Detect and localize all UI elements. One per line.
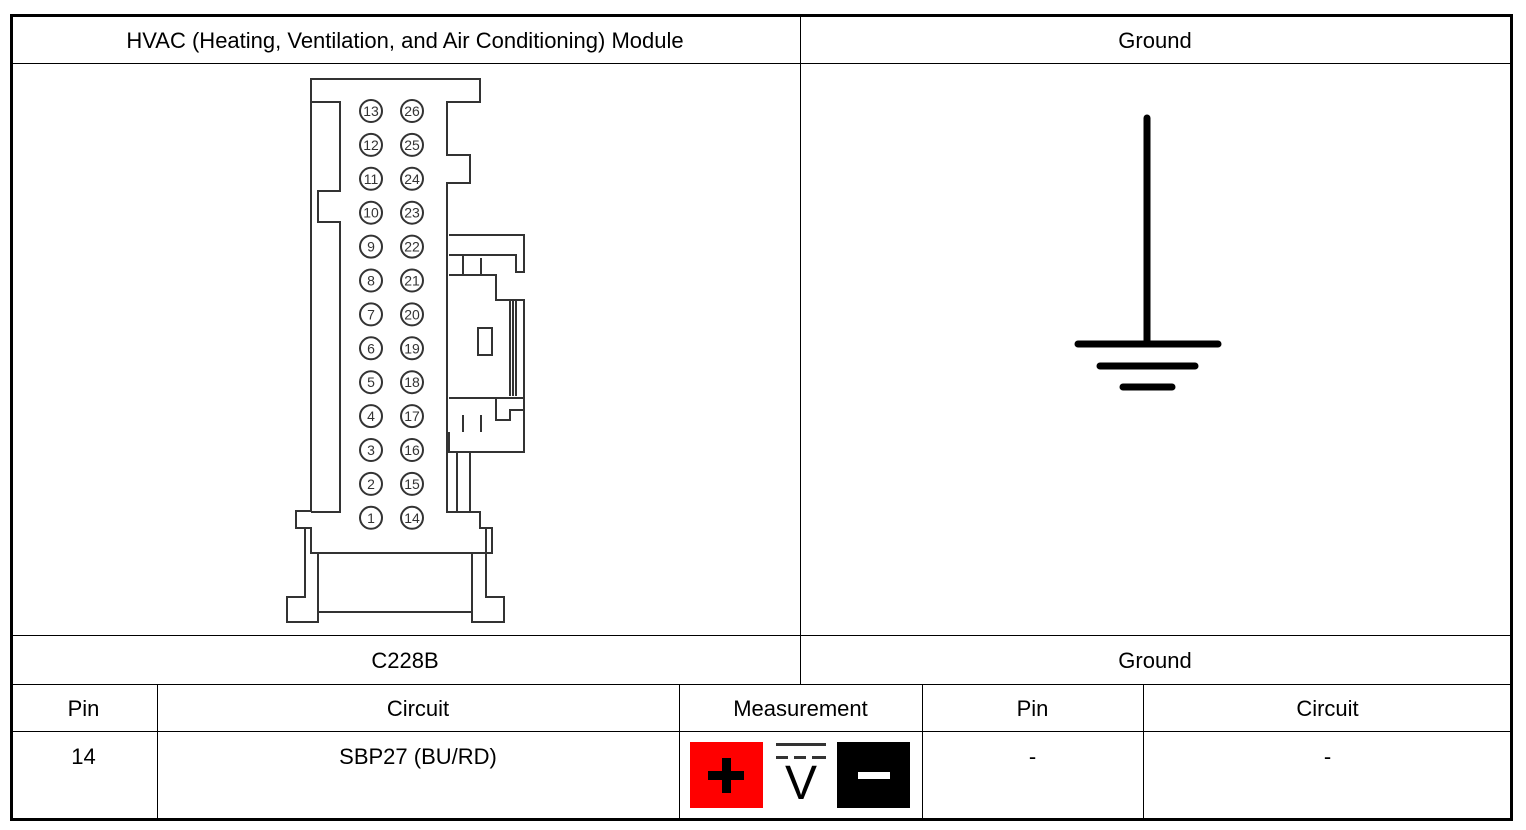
pin-3 (359, 438, 383, 462)
divider (800, 14, 801, 684)
pin-25 (400, 132, 424, 157)
col-header-ground-circuit: Circuit (1296, 696, 1359, 721)
connector-id: C228B (371, 648, 439, 673)
row-ground-pin: - (1028, 744, 1037, 769)
pin-8 (359, 268, 383, 293)
pin-label: 15 (404, 476, 420, 492)
divider (10, 635, 1512, 636)
pin-label: 13 (363, 103, 379, 119)
pin-6 (359, 336, 383, 361)
pin-label: 2 (367, 476, 375, 492)
pin-label: 18 (404, 374, 420, 390)
pin-16 (400, 438, 424, 462)
pin-19 (400, 336, 424, 361)
pin-12 (359, 132, 383, 157)
divider (157, 684, 158, 818)
pin-13 (359, 99, 383, 123)
row-ground-circuit: - (1323, 744, 1332, 769)
row-pin: 14 (71, 744, 96, 769)
ground-symbol (1074, 114, 1222, 391)
pin-26 (400, 99, 424, 123)
pin-label: 5 (367, 374, 375, 390)
pin-label: 3 (367, 442, 375, 458)
connector-legs (286, 528, 505, 623)
pin-11 (359, 166, 383, 191)
dc-voltage-icon: V (772, 742, 828, 810)
ground-label: Ground (1118, 648, 1192, 673)
divider (922, 684, 923, 818)
pin-label: 26 (404, 103, 420, 119)
pin-15 (400, 471, 424, 496)
pin-label: 24 (404, 171, 420, 187)
pin-24 (400, 166, 424, 191)
col-header-circuit: Circuit (386, 696, 450, 721)
pin-14 (400, 505, 424, 530)
col-header-pin: Pin (67, 696, 100, 721)
module-title: HVAC (Heating, Ventilation, and Air Cond… (126, 28, 684, 53)
positive-probe-icon (690, 742, 763, 808)
outer-border (10, 14, 1513, 821)
pin-label: 1 (367, 510, 375, 526)
pin-label: 12 (363, 137, 379, 153)
negative-probe-icon (837, 742, 910, 808)
col-header-measurement: Measurement (733, 696, 868, 721)
divider (1143, 684, 1144, 818)
connector-diagram: 1312111098765432126252423222120191817161… (286, 78, 525, 623)
pin-1 (359, 505, 383, 530)
pin-label: 25 (404, 137, 420, 153)
row-circuit: SBP27 (BU/RD) (339, 744, 497, 769)
pin-label: 21 (404, 273, 420, 289)
pin-21 (400, 268, 424, 293)
pin-label: 7 (367, 306, 375, 322)
pin-label: 11 (364, 171, 379, 187)
pin-18 (400, 370, 424, 395)
pin-4 (359, 404, 383, 429)
pin-label: 17 (404, 408, 420, 424)
pin-10 (359, 200, 383, 225)
col-header-ground-pin: Pin (1016, 696, 1049, 721)
pin-label: 23 (404, 205, 420, 221)
pin-7 (359, 302, 383, 327)
pin-17 (400, 404, 424, 429)
ground-title: Ground (1118, 28, 1192, 53)
divider (679, 684, 680, 818)
pin-label: 8 (367, 273, 375, 289)
pin-20 (400, 302, 424, 327)
pin-9 (359, 234, 383, 259)
pin-label: 6 (367, 340, 375, 356)
pin-label: 16 (404, 442, 420, 458)
connector-body (295, 78, 493, 554)
divider (10, 731, 1512, 732)
pin-label: 20 (404, 306, 420, 322)
pin-2 (359, 471, 383, 496)
pin-label: 10 (363, 205, 379, 221)
divider (10, 684, 1512, 685)
pin-23 (400, 200, 424, 225)
pin-5 (359, 370, 383, 395)
pin-label: 19 (404, 340, 420, 356)
pin-label: 4 (367, 408, 375, 424)
connector-latch (448, 234, 525, 512)
pin-label: 22 (404, 239, 420, 255)
pin-22 (400, 234, 424, 259)
pin-label: 9 (367, 239, 375, 255)
divider (10, 63, 1512, 64)
pin-label: 14 (404, 510, 420, 526)
